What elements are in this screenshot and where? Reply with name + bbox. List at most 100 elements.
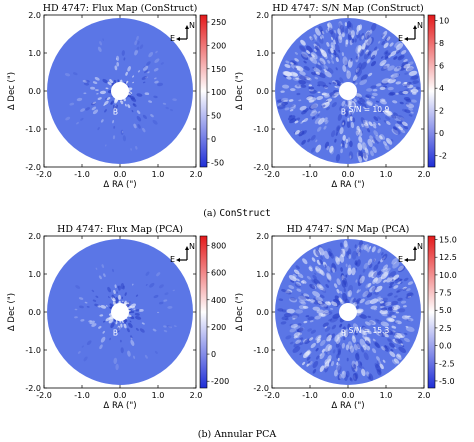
speckle [307, 55, 314, 62]
speckle [134, 49, 139, 56]
speckle [277, 104, 286, 110]
colorbar-tick-label: 0.0 [439, 342, 452, 351]
speckle [365, 120, 370, 126]
speckle [413, 87, 417, 89]
colorbar-tick-label: 10 [439, 17, 449, 26]
speckle [308, 361, 313, 366]
speckle [99, 314, 104, 317]
speckle [390, 50, 397, 57]
speckle [307, 360, 311, 365]
snr-label: S/N = 15.3 [349, 326, 390, 335]
speckle [316, 336, 321, 341]
compass-east-label: E [170, 255, 175, 264]
speckle [324, 264, 327, 268]
speckle [96, 93, 99, 95]
speckle [324, 141, 330, 149]
colorbar-tick-label: 12.5 [439, 253, 457, 262]
speckle [390, 73, 400, 79]
speckle [362, 119, 368, 127]
speckle [92, 299, 97, 302]
speckle [294, 84, 302, 89]
colorbar-tick-label: 6 [439, 62, 444, 71]
speckle [125, 80, 129, 84]
chart-title: HD 4747: Flux Map (ConStruct) [43, 3, 198, 14]
speckle [318, 247, 325, 256]
speckle [396, 353, 402, 358]
speckle [301, 139, 306, 145]
speckle [338, 49, 341, 53]
speckle [317, 300, 323, 304]
speckle [348, 290, 352, 297]
x-tick-label: -1.0 [74, 391, 90, 400]
inner-mask [339, 82, 357, 100]
speckle [361, 123, 364, 128]
speckle [113, 357, 118, 365]
colorbar-tick-label: -2 [439, 152, 447, 161]
speckle [306, 356, 311, 361]
speckle [344, 27, 349, 34]
speckle [139, 328, 145, 333]
speckle [364, 31, 371, 41]
speckle [330, 57, 333, 60]
y-tick-label: 0.0 [256, 308, 269, 317]
speckle [340, 148, 343, 154]
speckle [135, 327, 139, 331]
speckle [334, 37, 339, 44]
speckle [334, 85, 338, 88]
speckle [326, 23, 330, 28]
speckle [350, 378, 353, 382]
speckle [154, 58, 160, 63]
speckle [323, 117, 328, 123]
speckle [392, 100, 398, 104]
snr-label: S/N = 10.9 [349, 105, 390, 114]
speckle [343, 330, 348, 338]
speckle [381, 62, 385, 67]
speckle [363, 352, 369, 361]
speckle [305, 45, 313, 53]
speckle [344, 60, 348, 67]
speckle [296, 84, 300, 87]
speckle [304, 296, 310, 300]
speckle [110, 322, 115, 329]
compass-east-label: E [170, 34, 175, 43]
speckle [115, 321, 118, 325]
speckle [386, 313, 392, 317]
speckle [303, 118, 309, 122]
speckle [129, 320, 132, 323]
speckle [330, 130, 336, 138]
speckle [334, 283, 338, 288]
speckle [374, 288, 378, 291]
speckle [113, 79, 117, 84]
speckle [311, 54, 315, 58]
speckle [296, 323, 302, 327]
speckle [95, 267, 98, 270]
speckle [396, 49, 401, 54]
speckle [341, 52, 345, 57]
speckle [81, 345, 84, 348]
speckle [302, 258, 308, 265]
speckle [332, 81, 337, 85]
speckle [296, 288, 302, 292]
speckle [395, 332, 403, 339]
speckle [352, 373, 358, 382]
speckle [370, 54, 376, 60]
speckle [372, 338, 376, 342]
speckle [338, 350, 341, 356]
speckle [325, 68, 330, 72]
speckle [373, 277, 378, 282]
speckle [310, 147, 316, 153]
speckle [372, 123, 377, 129]
speckle [356, 30, 359, 36]
speckle [381, 78, 391, 84]
speckle [298, 295, 307, 302]
speckle [355, 279, 358, 283]
speckle [365, 340, 371, 347]
speckle [295, 309, 303, 314]
speckle [148, 100, 153, 103]
speckle [130, 339, 135, 346]
speckle [399, 101, 404, 105]
speckle [321, 104, 326, 108]
speckle [405, 98, 412, 103]
speckle [154, 350, 158, 354]
speckle [330, 269, 333, 273]
